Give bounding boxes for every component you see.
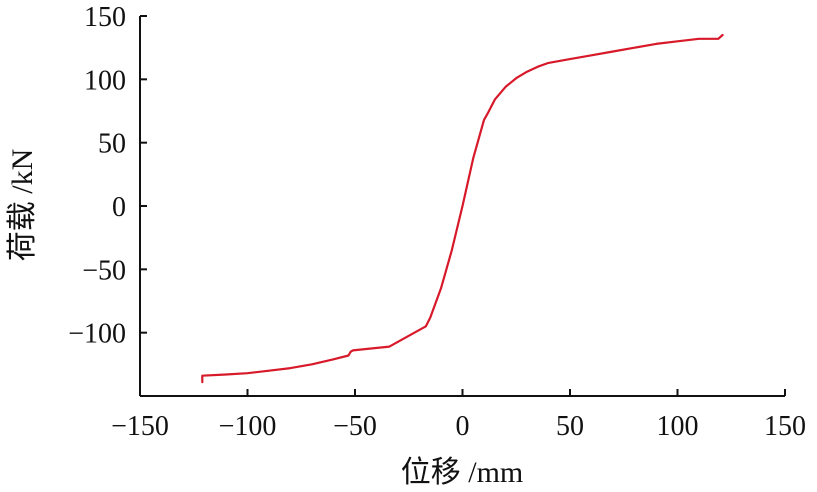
- y-tick-label: 50: [98, 129, 126, 160]
- y-tick-label: −100: [68, 319, 126, 350]
- y-tick-label: 100: [84, 65, 126, 96]
- x-tick-label: 150: [764, 411, 806, 442]
- series-group: [201, 33, 724, 384]
- ticks: [139, 15, 786, 396]
- x-tick-label: −50: [333, 411, 377, 442]
- series-line: [201, 33, 724, 384]
- y-tick-label: 150: [84, 2, 126, 33]
- x-tick-label: −150: [111, 411, 169, 442]
- y-tick-label: −50: [82, 255, 126, 286]
- y-axis-title: 荷载 /kN: [6, 149, 39, 262]
- x-tick-label: 0: [456, 411, 470, 442]
- x-tick-label: 50: [556, 411, 584, 442]
- y-tick-label: 0: [112, 192, 126, 223]
- x-tick-label: 100: [657, 411, 699, 442]
- tick-labels: −150 −100 −50 0 50 100 150 −100 −50 0 50 100 150: [68, 2, 806, 442]
- x-tick-label: −100: [219, 411, 277, 442]
- x-axis-title: 位移 /mm: [401, 456, 524, 489]
